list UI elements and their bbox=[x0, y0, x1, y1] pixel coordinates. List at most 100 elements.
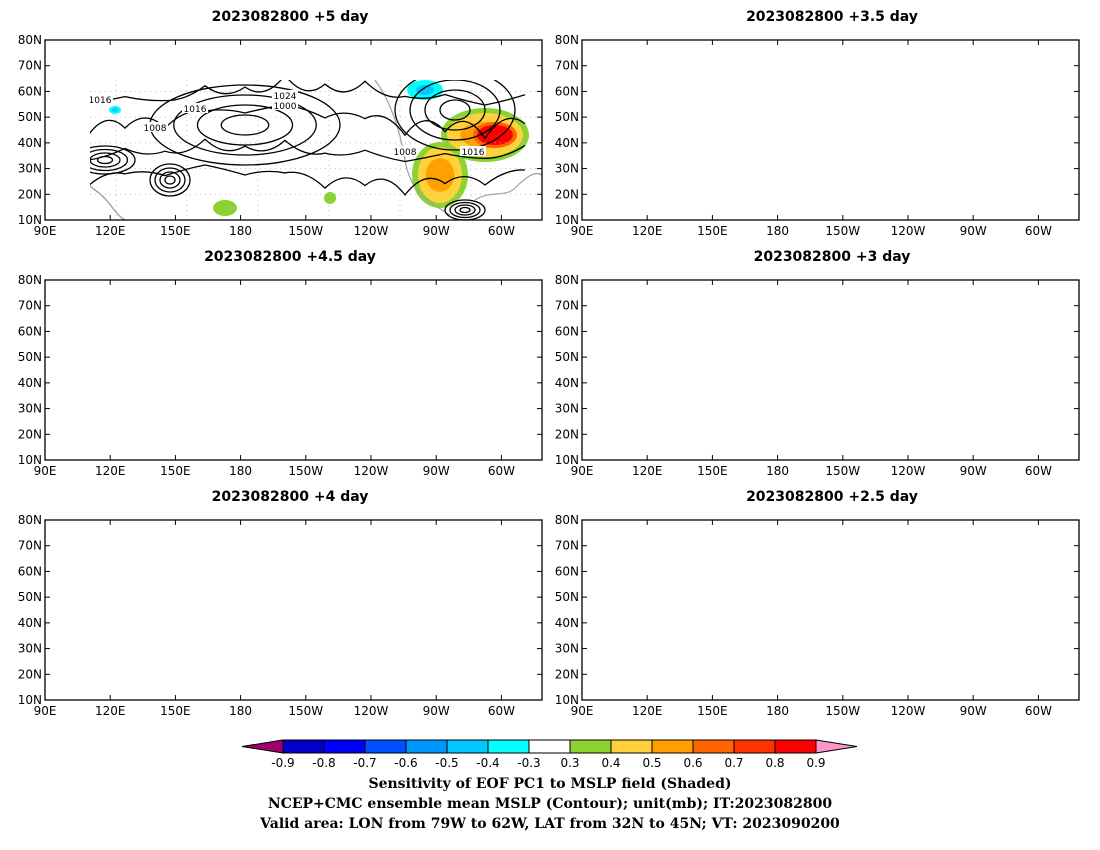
lat-tick-label: 30N bbox=[18, 162, 42, 176]
lat-tick-label: 60N bbox=[555, 84, 579, 98]
lon-tick-label: 60W bbox=[488, 464, 515, 478]
lat-tick-label: 60N bbox=[18, 564, 42, 578]
contour-label: 1008 bbox=[129, 316, 152, 326]
panel-title: 2023082800 +3.5 day bbox=[746, 9, 918, 25]
lat-tick-label: 70N bbox=[555, 299, 579, 313]
contour-label: 1016 bbox=[184, 105, 207, 115]
lat-tick-label: 30N bbox=[18, 642, 42, 656]
lat-tick-label: 40N bbox=[555, 616, 579, 630]
lon-tick-label: 60W bbox=[1025, 704, 1052, 718]
map-panel: 2023082800 +4 day 1000 1024 1008 1000 992 1008… bbox=[18, 489, 543, 718]
lat-tick-label: 50N bbox=[555, 350, 579, 364]
contour-label: 1008 bbox=[731, 91, 754, 101]
panel-title: 2023082800 +4 day bbox=[212, 489, 369, 505]
lon-tick-label: 120W bbox=[354, 224, 389, 238]
colorbar-swatch bbox=[610, 739, 653, 754]
lat-tick-label: 40N bbox=[18, 616, 42, 630]
contour-label: 1016 bbox=[636, 643, 659, 653]
contour-label: 992 bbox=[246, 49, 263, 59]
lon-tick-label: 90E bbox=[34, 704, 57, 718]
lon-tick-label: 120W bbox=[891, 704, 926, 718]
lon-tick-label: 150E bbox=[697, 704, 728, 718]
map-frame bbox=[581, 39, 1080, 221]
colorbar-tick-label: 0.6 bbox=[683, 756, 702, 770]
contour-label: 1000 bbox=[194, 564, 217, 574]
contour-label: 1016 bbox=[89, 96, 112, 106]
map-panel: 2023082800 +3 day 1000 1008 1008 1016 1008 102… bbox=[555, 249, 1080, 478]
lon-tick-label: 60W bbox=[1025, 224, 1052, 238]
colorbar-swatch bbox=[692, 739, 735, 754]
contour-label: 1000 bbox=[274, 102, 297, 112]
lon-tick-label: 60W bbox=[488, 704, 515, 718]
lat-tick-label: 20N bbox=[555, 427, 579, 441]
contour-label: 1008 bbox=[144, 657, 167, 667]
contour-label: 1000 bbox=[304, 322, 327, 332]
colorbar-swatch bbox=[528, 739, 571, 754]
contour-label: 1016 bbox=[319, 571, 342, 581]
contour-label: 1008 bbox=[686, 183, 709, 193]
colorbar-swatch bbox=[774, 739, 817, 754]
contour-label: 1016 bbox=[194, 645, 217, 655]
lat-tick-label: 80N bbox=[18, 513, 42, 527]
colorbar-tick-label: -0.7 bbox=[353, 756, 376, 770]
contour-label: 1000 bbox=[751, 616, 774, 626]
panel-title: 2023082800 +4.5 day bbox=[204, 249, 376, 265]
contour-label: 1008 bbox=[826, 651, 849, 661]
lat-tick-label: 60N bbox=[18, 84, 42, 98]
contour-label: 1008 bbox=[633, 321, 656, 331]
colorbar-low-arrow bbox=[241, 739, 284, 754]
map-body: 1000992100810081016100010081016102410241… bbox=[32, 276, 542, 460]
contour-label: 1008 bbox=[921, 606, 944, 616]
colorbar-tick-label: 0.3 bbox=[560, 756, 579, 770]
contour-label: 1008 bbox=[134, 551, 157, 561]
lon-tick-label: 120W bbox=[354, 704, 389, 718]
panel-title: 2023082800 +5 day bbox=[212, 9, 369, 25]
lon-tick-label: 90W bbox=[960, 224, 987, 238]
map-body: 1000 1024 1008 1000 992 1008 1016 1016 1024 1008 1… bbox=[32, 516, 542, 700]
colorbar-tick-label: -0.8 bbox=[312, 756, 335, 770]
lat-tick-label: 80N bbox=[555, 33, 579, 47]
map-frame bbox=[581, 519, 1080, 701]
lon-tick-label: 120E bbox=[95, 464, 126, 478]
map-frame bbox=[44, 39, 543, 221]
colorbar: -0.9 -0.8 -0.7 -0.6 -0.5 -0.4 -0.3 0.3 0.4 0.5 0.6… bbox=[241, 739, 858, 770]
lon-tick-label: 90W bbox=[423, 224, 450, 238]
lon-tick-label: 90E bbox=[571, 224, 594, 238]
contour-label: 1008 bbox=[826, 324, 849, 334]
colorbar-tick-label: -0.9 bbox=[271, 756, 294, 770]
lat-tick-label: 10N bbox=[555, 693, 579, 707]
caption-contour-info: NCEP+CMC ensemble mean MSLP (Contour); u… bbox=[267, 796, 833, 812]
colorbar-tick-label: 0.4 bbox=[601, 756, 620, 770]
lon-tick-label: 90E bbox=[34, 224, 57, 238]
caption-title: Sensitivity of EOF PC1 to MSLP field (Sh… bbox=[368, 776, 732, 792]
contour-label: 1016 bbox=[462, 148, 485, 158]
contour-label: 1008 bbox=[751, 561, 774, 571]
lon-tick-label: 150E bbox=[160, 704, 191, 718]
colorbar-swatch bbox=[446, 739, 489, 754]
contour-label: 1016 bbox=[731, 109, 754, 119]
lat-tick-label: 70N bbox=[555, 59, 579, 73]
lon-tick-label: 90E bbox=[571, 464, 594, 478]
map-frame bbox=[44, 279, 543, 461]
lon-tick-label: 120E bbox=[95, 224, 126, 238]
lat-tick-label: 20N bbox=[18, 667, 42, 681]
lat-tick-label: 50N bbox=[18, 110, 42, 124]
map-panel: 2023082800 +5 day10009921016101610241000… bbox=[18, 9, 543, 238]
lon-tick-label: 180 bbox=[229, 464, 252, 478]
contour-label: 1016 bbox=[826, 350, 849, 360]
lon-tick-label: 150W bbox=[288, 464, 323, 478]
contour-label: 1000 bbox=[1023, 304, 1046, 314]
lat-tick-label: 50N bbox=[555, 110, 579, 124]
contour-label: 1016 bbox=[836, 590, 859, 600]
lat-tick-label: 70N bbox=[18, 59, 42, 73]
colorbar-tick-label: 0.5 bbox=[642, 756, 661, 770]
contour-label: 1008 bbox=[389, 648, 412, 658]
contour-label: 1016 bbox=[701, 406, 724, 416]
lat-tick-label: 40N bbox=[555, 136, 579, 150]
contour-label: 101 bbox=[1053, 587, 1070, 597]
contour-label: 1008 bbox=[931, 138, 954, 148]
